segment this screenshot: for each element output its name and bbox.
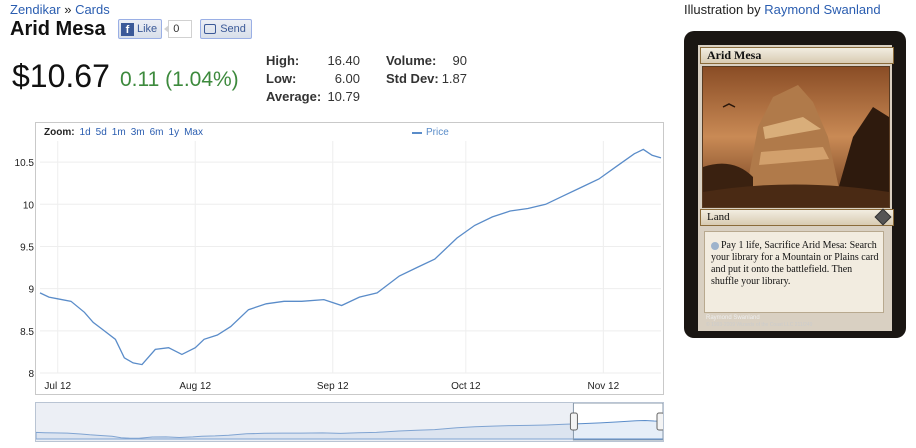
zoom-label: Zoom: (44, 127, 75, 138)
y-tick-label: 9 (28, 285, 34, 296)
x-tick-label: Jul 12 (44, 381, 71, 392)
like-count: 0 (164, 20, 193, 38)
stat-volume-label: Volume: (386, 53, 437, 68)
zoom-3m[interactable]: 3m (130, 127, 145, 138)
zoom-5d[interactable]: 5d (95, 127, 107, 138)
tap-symbol-icon (711, 241, 719, 250)
card-image: Arid Mesa Land (684, 31, 906, 338)
card-art-illustration (703, 67, 889, 207)
zoom-1m[interactable]: 1m (111, 127, 126, 138)
y-tick-label: 8 (28, 369, 34, 380)
price-change: 0.11 (1.04%) (120, 68, 239, 91)
send-label: Send (220, 23, 246, 35)
stat-average-value: 10.79 (327, 89, 360, 104)
card-rules-text: Pay 1 life, Sacrifice Arid Mesa: Search … (711, 240, 879, 287)
set-symbol-icon (874, 208, 892, 226)
stat-average-label: Average: (266, 89, 322, 104)
send-icon (204, 24, 217, 34)
like-label: Like (137, 23, 158, 35)
zoom-controls: Zoom: 1d 5d 1m 3m 6m 1y Max (44, 127, 203, 138)
zoom-max[interactable]: Max (184, 127, 203, 138)
stat-high-value: 16.40 (327, 53, 360, 68)
breadcrumb-separator: » (64, 2, 72, 17)
card-art (702, 66, 890, 208)
stat-stddev-value: 1.87 (441, 71, 467, 86)
stat-stddev-label: Std Dev: (386, 71, 439, 86)
chart-legend: Price (412, 127, 449, 138)
navigator-mask (36, 403, 574, 441)
card-rules-box: Pay 1 life, Sacrifice Arid Mesa: Search … (704, 231, 884, 313)
chart-plot: Jul 12 Aug 12 Sep 12 Oct 12 Nov 12 8 8.5 9 9.5 10… (15, 141, 662, 392)
social-buttons: f Like 0 Send (118, 19, 252, 39)
x-tick-label: Nov 12 (587, 381, 619, 392)
chart-navigator[interactable] (35, 402, 664, 442)
card-copyright: © 1993-2009 Wizards of the Coast LLC 211… (706, 322, 813, 328)
illustration-prefix: Illustration by (684, 2, 761, 17)
navigator-left-handle[interactable] (569, 412, 578, 431)
legend-label: Price (426, 127, 449, 138)
x-tick-label: Sep 12 (317, 381, 349, 392)
card-type: Land (707, 211, 730, 223)
navigator-right-handle[interactable] (656, 412, 663, 431)
card-name: Arid Mesa (700, 47, 894, 64)
facebook-icon: f (121, 22, 134, 36)
navigator-series (36, 419, 663, 440)
zoom-1d[interactable]: 1d (79, 127, 91, 138)
breadcrumb-cards-link[interactable]: Cards (75, 2, 110, 17)
illustrator-link[interactable]: Raymond Swanland (764, 2, 881, 17)
y-tick-label: 10 (23, 200, 35, 211)
card-type-line: Land (700, 208, 894, 226)
zoom-6m[interactable]: 6m (149, 127, 164, 138)
breadcrumb: Zendikar » Cards (10, 2, 110, 17)
card-artist-credit: Raymond Swanland (706, 315, 760, 321)
stat-low-label: Low: (266, 71, 297, 86)
zoom-1y[interactable]: 1y (168, 127, 180, 138)
y-tick-label: 8.5 (20, 327, 34, 338)
legend-swatch (412, 131, 422, 134)
illustration-credit: Illustration by Raymond Swanland (684, 2, 881, 17)
facebook-send-button[interactable]: Send (200, 19, 252, 39)
y-tick-label: 9.5 (20, 242, 34, 253)
x-tick-label: Oct 12 (451, 381, 481, 392)
card-face: Arid Mesa Land (698, 45, 894, 331)
stat-high-label: High: (266, 53, 300, 68)
page-title: Arid Mesa (10, 18, 106, 40)
stat-low-value: 6.00 (334, 71, 360, 86)
current-price: $10.67 (12, 58, 110, 94)
y-tick-label: 10.5 (15, 158, 35, 169)
price-chart[interactable]: Zoom: 1d 5d 1m 3m 6m 1y Max Price Jul 12… (15, 122, 664, 395)
facebook-like-button[interactable]: f Like (118, 19, 163, 39)
x-tick-label: Aug 12 (179, 381, 211, 392)
price-series-line (39, 148, 662, 366)
breadcrumb-set-link[interactable]: Zendikar (10, 2, 61, 17)
stat-volume-value: 90 (452, 53, 467, 68)
navigator-plot (36, 403, 663, 441)
